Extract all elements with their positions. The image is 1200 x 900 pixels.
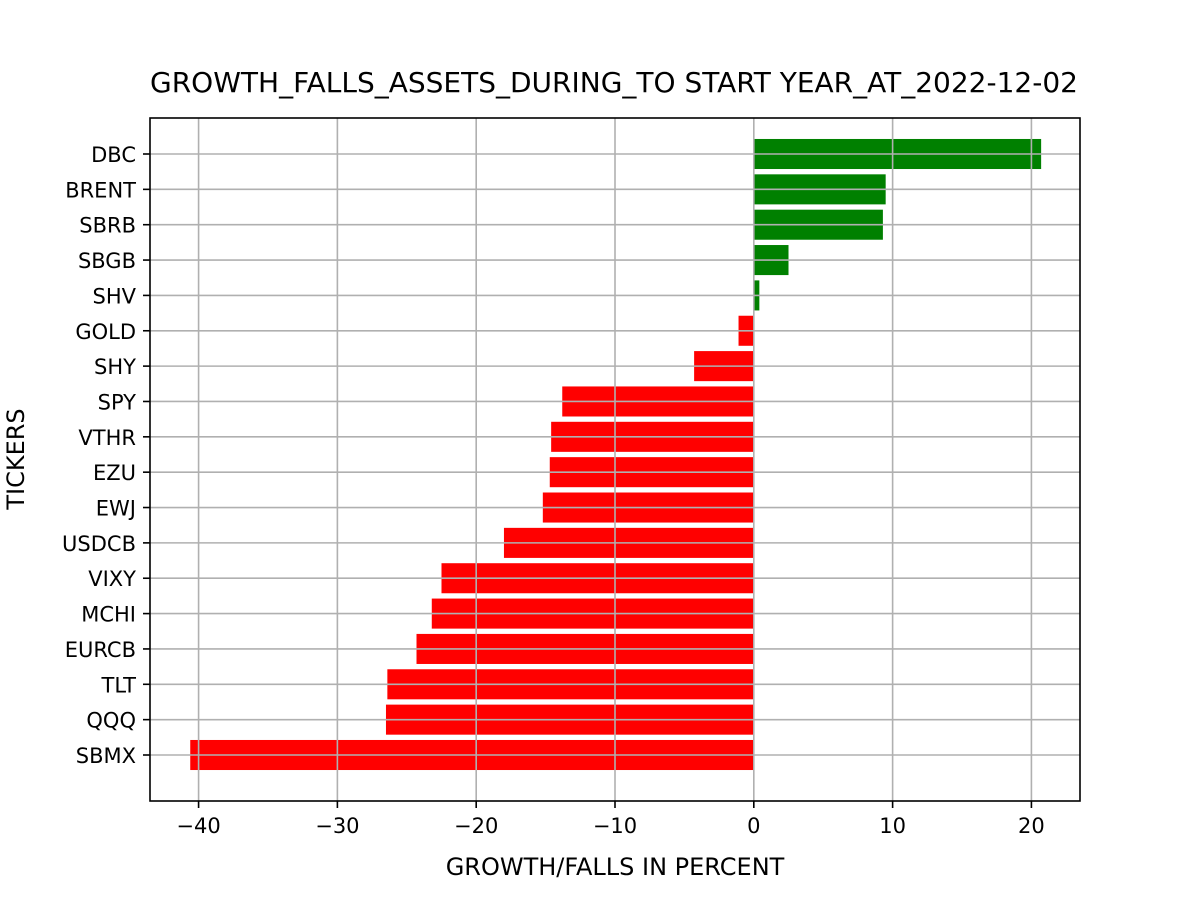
y-tick-label: EWJ bbox=[96, 497, 136, 521]
x-tick-label: −30 bbox=[315, 814, 359, 838]
y-axis-label: TICKERS bbox=[2, 408, 30, 510]
x-tick-label: 20 bbox=[1018, 814, 1045, 838]
y-tick-label: VTHR bbox=[78, 426, 136, 450]
y-tick-label: DBC bbox=[91, 143, 136, 167]
y-tick-label: SPY bbox=[98, 390, 137, 414]
y-tick-label: SBRB bbox=[79, 214, 136, 238]
y-tick-label: TLT bbox=[101, 673, 137, 697]
x-tick-label: −20 bbox=[454, 814, 498, 838]
y-tick-label: BRENT bbox=[65, 178, 136, 202]
y-tick-label: GOLD bbox=[75, 320, 136, 344]
y-tick-label: VIXY bbox=[88, 567, 136, 591]
y-tick-label: SHY bbox=[94, 355, 136, 379]
y-tick-label: SHV bbox=[93, 284, 137, 308]
x-axis-ticks: −40 −30 −20 −10 0 10 20 bbox=[176, 801, 1045, 838]
grid bbox=[150, 118, 1080, 801]
x-tick-label: −10 bbox=[593, 814, 637, 838]
y-tick-label: SBMX bbox=[76, 744, 136, 768]
y-tick-label: SBGB bbox=[78, 249, 136, 273]
y-tick-label: MCHI bbox=[81, 603, 136, 627]
y-tick-label: EZU bbox=[93, 461, 136, 485]
y-tick-label: EURCB bbox=[65, 638, 136, 662]
x-axis-label: GROWTH/FALLS IN PERCENT bbox=[446, 853, 785, 881]
x-tick-label: 0 bbox=[747, 814, 760, 838]
y-tick-label: QQQ bbox=[86, 709, 136, 733]
chart-title: GROWTH_FALLS_ASSETS_DURING_TO START YEAR… bbox=[150, 66, 1078, 99]
x-tick-label: −40 bbox=[176, 814, 220, 838]
y-axis-ticks: DBC BRENT SBRB SBGB SHV GOLD SHY SPY VTHR EZU EWJ U… bbox=[62, 143, 150, 768]
y-tick-label: USDCB bbox=[62, 532, 136, 556]
x-tick-label: 10 bbox=[879, 814, 906, 838]
